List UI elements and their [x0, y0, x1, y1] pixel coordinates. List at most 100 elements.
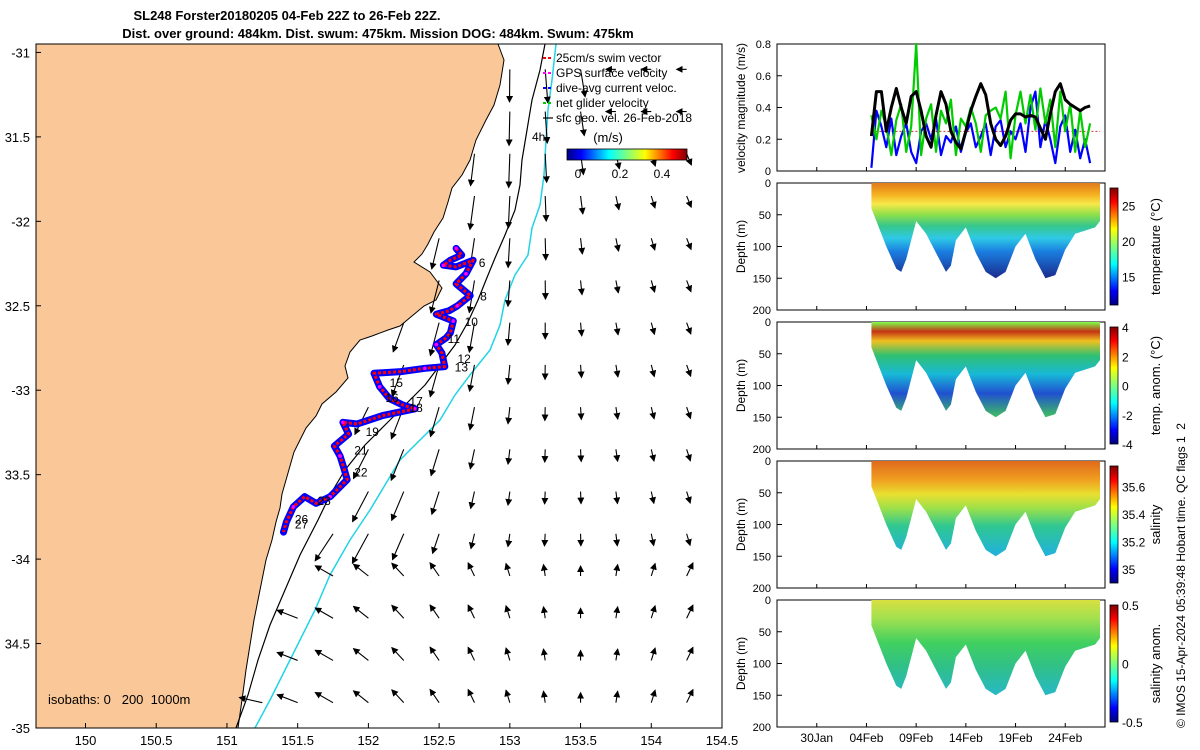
velocity-arrow — [314, 607, 334, 619]
colorbar-tick-label: 0.5 — [1122, 599, 1139, 613]
velocity-arrow — [352, 648, 369, 661]
depth-tick-label: 100 — [753, 242, 771, 254]
land — [36, 44, 505, 728]
velocity-arrow — [276, 609, 298, 619]
velocity-arrow — [649, 195, 657, 209]
map-y-tick-label: -33 — [11, 383, 30, 398]
velocity-arrow — [429, 238, 440, 270]
colorbar-tick-label: 0 — [1122, 658, 1129, 672]
velocity-arrow — [685, 406, 692, 420]
velocity-arrow — [276, 651, 298, 661]
velocity-arrow — [613, 322, 621, 336]
velocity-arrow — [686, 604, 694, 619]
depth-tick-label: 100 — [753, 381, 771, 393]
velocity-arrow — [613, 491, 621, 505]
velocity-arrow — [685, 153, 693, 166]
velocity-arrow — [649, 364, 657, 378]
track-day-label: 26 — [295, 513, 309, 527]
gps-fix — [464, 271, 468, 276]
map-x-axis: 150 150.5 151 151.5 152 152.5 153 153.5 154 154.5 — [75, 723, 738, 748]
depth-tick-label: 200 — [753, 305, 771, 317]
velocity-arrow — [650, 562, 657, 577]
velocity-arrow — [505, 533, 513, 548]
velocity-series-line — [869, 82, 1091, 151]
velocity-arrow — [542, 195, 550, 223]
map-x-tick-label: 151.5 — [281, 733, 314, 748]
marker-4h-label: 4h — [532, 130, 545, 144]
velocity-arrow — [505, 491, 513, 507]
velocity-arrow — [504, 689, 512, 703]
velocity-arrow — [429, 449, 440, 477]
velocity-arrow — [649, 449, 657, 462]
velocity-arrow — [429, 688, 440, 703]
velocity-arrow — [390, 491, 405, 522]
velocity-arrow — [505, 449, 513, 466]
velocity-arrow — [685, 449, 692, 462]
track-day-label: 27 — [295, 518, 309, 532]
velocity-y-tick-label: 0.6 — [756, 71, 771, 83]
section-ylabel: Depth (m) — [734, 359, 748, 412]
time-tick-label: 19Feb — [999, 731, 1033, 745]
depth-tick-label: 50 — [759, 627, 771, 639]
velocity-arrow — [468, 533, 476, 550]
velocity-arrow — [276, 693, 298, 704]
legend-label: dive-avg current veloc. — [556, 81, 677, 95]
depth-tick-label: 200 — [753, 722, 771, 734]
section-ylabel: Depth (m) — [734, 637, 748, 690]
velocity-series-line — [870, 90, 1092, 168]
section-colorbar — [1109, 465, 1119, 584]
velocity-arrow — [351, 533, 369, 565]
time-tick-label: 30Jan — [800, 731, 833, 745]
depth-tick-label: 100 — [753, 520, 771, 532]
section-panel: 0 50 100 150 200 Depth (m) -4 -2 0 2 4 temp. anom. … — [734, 317, 1163, 456]
map-x-tick-label: 153 — [499, 733, 521, 748]
velocity-arrow — [577, 449, 585, 463]
track-day-label: 21 — [354, 443, 368, 457]
track-day-label: 8 — [480, 290, 487, 304]
section-curtain — [871, 600, 1101, 696]
depth-tick-label: 50 — [759, 210, 771, 222]
depth-tick-label: 150 — [753, 551, 771, 563]
track-day-label: 12 — [458, 352, 472, 366]
velocity-y-tick-label: 0.2 — [756, 134, 771, 146]
velocity-arrow — [504, 238, 512, 269]
depth-tick-label: 100 — [753, 659, 771, 671]
colorbar-tick-label: 20 — [1122, 235, 1136, 249]
colorbar-tick-label: -0.5 — [1122, 716, 1143, 730]
map-x-tick-label: 151 — [216, 733, 238, 748]
gps-fix — [291, 504, 296, 509]
velocity-arrow — [505, 111, 513, 147]
velocity-arrow — [314, 691, 334, 704]
velocity-arrow — [577, 407, 585, 421]
velocity-arrow — [614, 195, 622, 211]
velocity-panel: 0 0.2 0.4 0.6 0.8 velocity magnitude (m/s) — [734, 39, 1106, 178]
surface-velocity-field — [238, 65, 694, 704]
velocity-arrow — [541, 491, 549, 505]
gps-fix — [451, 319, 456, 323]
section-colorbar — [1109, 604, 1119, 723]
velocity-arrow — [504, 322, 512, 346]
gps-fix — [434, 342, 439, 347]
colorbar-tick-label: 0 — [1122, 380, 1129, 394]
gps-fix — [413, 407, 417, 411]
gps-fix — [377, 385, 382, 389]
velocity-arrow — [649, 533, 656, 547]
velocity-arrow — [577, 280, 585, 296]
map-x-tick-label: 153.5 — [564, 733, 597, 748]
velocity-arrow — [649, 238, 657, 251]
section-colorbar — [1109, 187, 1119, 306]
velocity-arrow — [391, 533, 405, 561]
velocity-arrow — [650, 604, 657, 619]
velocity-arrow — [613, 238, 621, 252]
velocity-arrow — [543, 69, 551, 104]
colorbar-tick-label: 35.4 — [1122, 508, 1146, 522]
velocity-arrow — [650, 689, 657, 703]
map-y-tick-label: 33.5 — [5, 468, 30, 483]
track-day-label: 6 — [479, 256, 486, 270]
velocity-arrow — [685, 364, 692, 378]
velocity-arrow — [505, 195, 513, 230]
velocity-series-line — [870, 42, 1092, 160]
